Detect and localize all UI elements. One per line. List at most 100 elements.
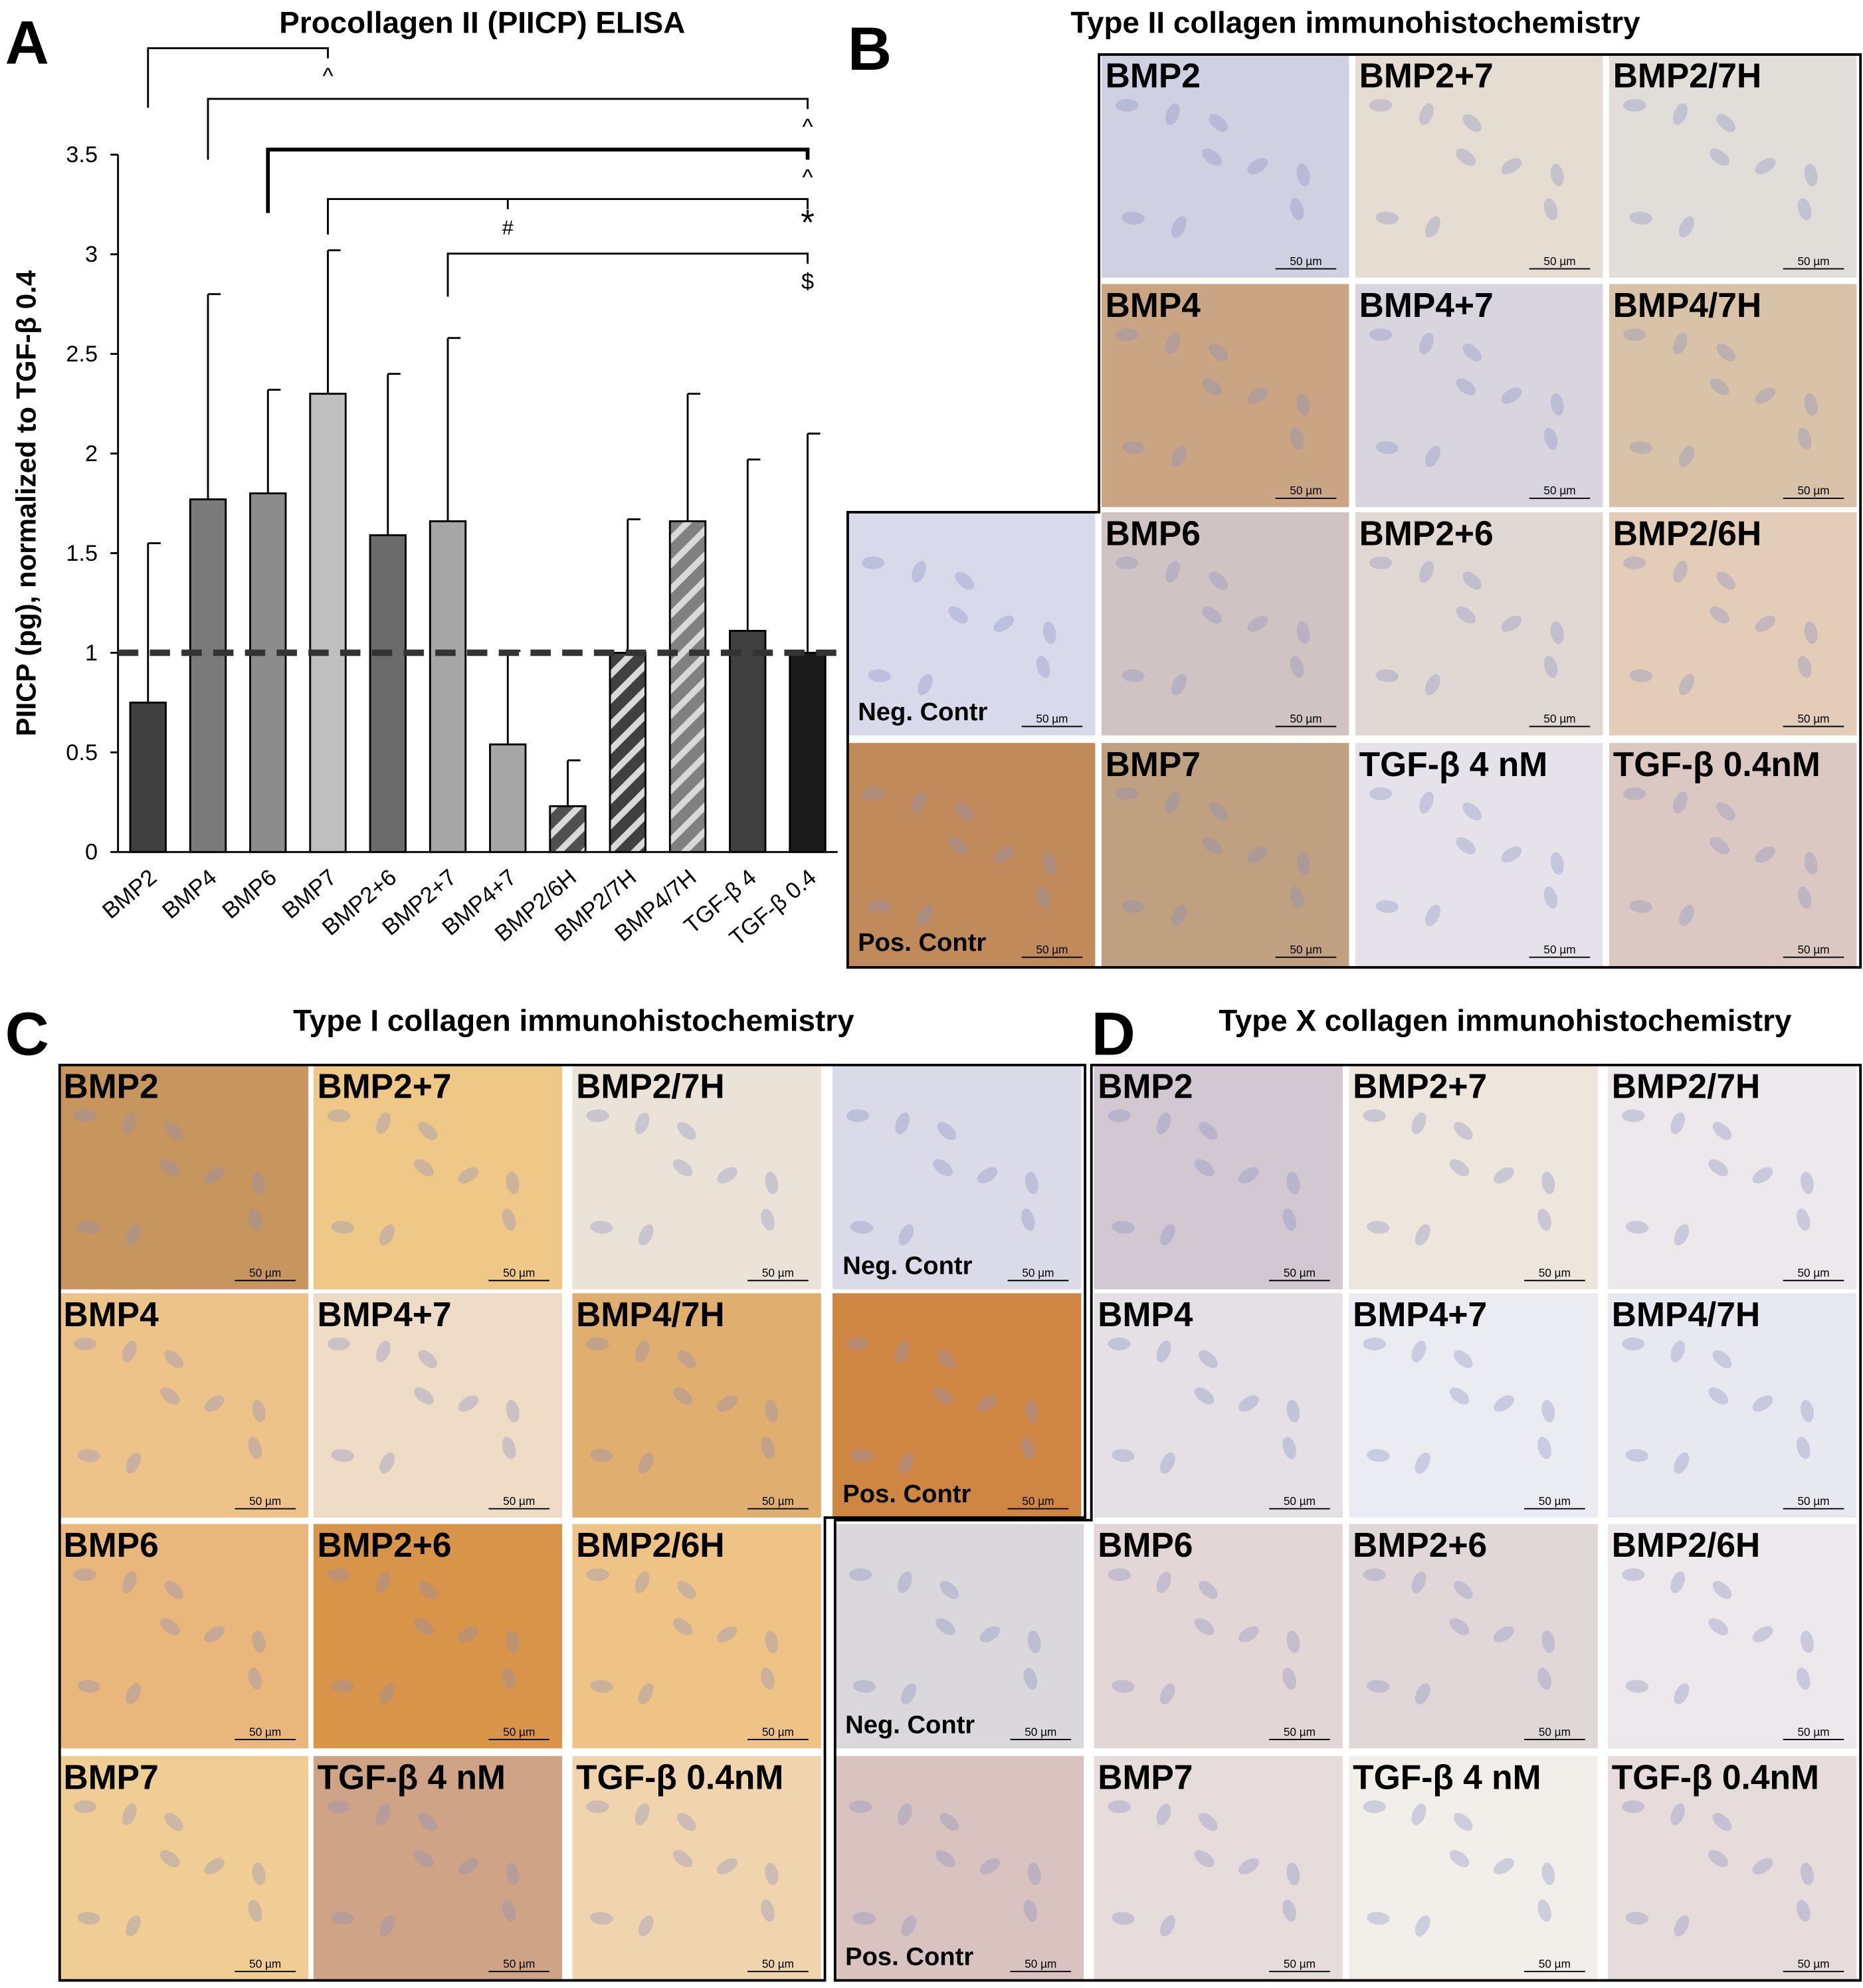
cell (1712, 1813, 1732, 1831)
cell (327, 1568, 351, 1581)
cell (1456, 378, 1476, 395)
cell (935, 1618, 955, 1636)
cell (1801, 1171, 1814, 1195)
cell (1415, 1915, 1430, 1937)
image-tile: Pos. Contr 50 µm (833, 1293, 1082, 1518)
significance-bracket (147, 47, 329, 108)
cell (1286, 1399, 1300, 1423)
cell (204, 1395, 225, 1412)
cell (1025, 1171, 1038, 1195)
cell (1674, 1683, 1690, 1705)
image-tile: BMP4 50 µm (59, 1293, 309, 1518)
scale-bar-label: 50 µm (1543, 484, 1575, 497)
cell (672, 1618, 693, 1636)
cell (1122, 441, 1145, 454)
cell (1112, 1680, 1135, 1693)
bar (789, 652, 827, 853)
cell (1367, 1448, 1390, 1462)
tile-label: BMP7 (64, 1757, 159, 1796)
cell (1286, 1631, 1300, 1654)
cell (1415, 1683, 1430, 1705)
cell (458, 1167, 479, 1184)
cell (1716, 343, 1735, 361)
cell (1108, 1338, 1131, 1351)
cell (1712, 1122, 1732, 1140)
scale-bar-label: 50 µm (1290, 484, 1322, 497)
cell (898, 1571, 912, 1593)
cell (418, 1581, 437, 1599)
cell (1122, 669, 1145, 682)
cell (1755, 846, 1776, 863)
bar (729, 630, 767, 853)
tile-image (1101, 54, 1349, 278)
y-tick-label: 1 (85, 641, 98, 666)
cell (1494, 1858, 1514, 1874)
image-tile: BMP2/7H 50 µm (1608, 1064, 1857, 1290)
cell (1247, 846, 1268, 863)
cell (1622, 1109, 1645, 1122)
cell (1194, 1387, 1215, 1405)
scale-bar-label: 50 µm (1543, 943, 1575, 956)
significance-symbol: $ (801, 269, 814, 294)
cell (376, 1112, 391, 1135)
tile-label: BMP2/7H (1613, 56, 1761, 95)
bar (668, 520, 707, 853)
cell (1159, 1915, 1175, 1937)
scale-bar-label: 50 µm (1539, 1494, 1571, 1508)
tile-image (1101, 743, 1349, 967)
cell (948, 606, 968, 624)
scale-bar-label: 50 µm (762, 1957, 794, 1970)
y-tick-label: 0.5 (66, 740, 98, 765)
cell (1036, 886, 1050, 909)
image-tile: BMP2+7 50 µm (1355, 54, 1603, 278)
cell (638, 1224, 654, 1246)
cell (1411, 1340, 1426, 1363)
cell (126, 1224, 141, 1246)
cell (1159, 1452, 1175, 1474)
tile-image (572, 1064, 821, 1290)
cell (1543, 198, 1558, 221)
cell (638, 1452, 654, 1474)
panel-letter: B (848, 15, 892, 83)
cell (122, 1112, 137, 1135)
cell (846, 1338, 870, 1351)
y-tick-label: 2 (85, 441, 98, 466)
tile-image (59, 1064, 309, 1290)
cell (1710, 837, 1730, 854)
cell (1363, 1800, 1386, 1813)
tile-image (1349, 1755, 1598, 1981)
cell (1537, 1208, 1551, 1231)
cell (376, 1571, 391, 1593)
cell (1797, 886, 1812, 909)
scale-bar-label: 50 µm (1797, 943, 1829, 956)
cell (248, 1208, 262, 1231)
cell (204, 1858, 225, 1874)
cell (1367, 1912, 1390, 1925)
tile-image (572, 1293, 821, 1518)
cell (1296, 852, 1310, 875)
scale-bar-label: 50 µm (1797, 254, 1829, 268)
cell (846, 1109, 870, 1122)
cell (993, 615, 1015, 632)
tile-label: TGF-β 0.4nM (1612, 1757, 1819, 1796)
cell (912, 791, 926, 814)
cell (1670, 1571, 1685, 1593)
tile-label: Neg. Contr (858, 698, 987, 726)
image-tile: BMP7 50 µm (1094, 1755, 1343, 1981)
tile-label: BMP2+7 (318, 1066, 452, 1105)
tile-image (1101, 512, 1349, 736)
cell (895, 1112, 910, 1135)
cell (1622, 787, 1646, 801)
scale-bar-label: 50 µm (1797, 484, 1829, 497)
cell (1801, 1631, 1814, 1654)
cell (1411, 1571, 1426, 1593)
cell (761, 1667, 775, 1690)
tile-image (59, 1755, 309, 1981)
cell (1673, 332, 1688, 355)
scale-bar-label: 50 µm (1036, 943, 1068, 956)
scale-bar-label: 50 µm (1539, 1957, 1571, 1970)
cell (1804, 393, 1818, 416)
cell (122, 1340, 137, 1363)
cell (1411, 1112, 1426, 1135)
tile-image (572, 1755, 821, 1981)
